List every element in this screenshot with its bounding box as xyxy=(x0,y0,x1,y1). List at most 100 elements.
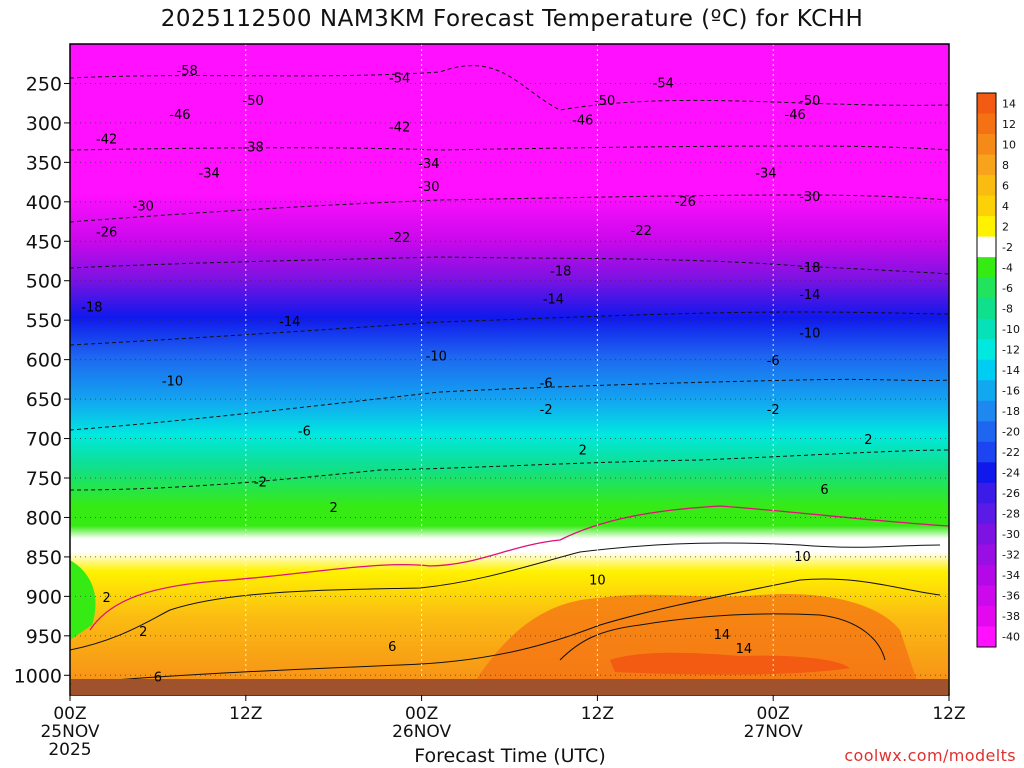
contour-label: 6 xyxy=(820,483,828,498)
colorbar-cell xyxy=(977,216,996,238)
colorbar-cell xyxy=(977,318,996,340)
x-tick-label: 00Z xyxy=(53,704,86,724)
contour-label: -34 xyxy=(199,166,220,181)
contour-label: -6 xyxy=(540,376,553,391)
colorbar-cell xyxy=(977,462,996,484)
contour-label: -46 xyxy=(785,108,806,123)
colorbar-cell xyxy=(977,503,996,525)
contour-label: 10 xyxy=(589,574,606,589)
colorbar-label: 10 xyxy=(1002,138,1016,151)
contour-label: -34 xyxy=(755,166,776,181)
cold-lobe-left xyxy=(70,560,96,640)
colorbar-frame xyxy=(976,92,997,648)
colorbar-cell xyxy=(977,277,996,299)
y-tick-label: 800 xyxy=(26,507,62,529)
colorbar-label: -30 xyxy=(1002,528,1020,541)
colorbar-label: -16 xyxy=(1002,385,1020,398)
y-tick-label: 450 xyxy=(26,231,62,253)
colorbar-cell xyxy=(977,400,996,422)
y-tick-label: 850 xyxy=(26,547,62,569)
x-axis-label: Forecast Time (UTC) xyxy=(414,745,605,767)
colorbar-label: 8 xyxy=(1002,159,1009,172)
contour-label: -18 xyxy=(799,261,820,276)
contour-label: -6 xyxy=(767,354,780,369)
x-tick-label: 12Z xyxy=(932,704,965,724)
colorbar-cell xyxy=(977,544,996,566)
colorbar-cell xyxy=(977,257,996,279)
contour-label: -18 xyxy=(81,301,102,316)
colorbar-label: -32 xyxy=(1002,549,1020,562)
colorbar-label: -10 xyxy=(1002,323,1020,336)
colorbar-label: -12 xyxy=(1002,343,1020,356)
x-tick-label: 00Z xyxy=(757,704,790,724)
y-tick-label: 650 xyxy=(26,389,62,411)
y-tick-label: 1000 xyxy=(14,665,62,687)
colorbar-label: -40 xyxy=(1002,631,1020,644)
contour-label: -14 xyxy=(279,315,300,330)
temperature-field xyxy=(70,44,949,695)
colorbar-cell xyxy=(977,93,996,115)
colorbar-label: 6 xyxy=(1002,179,1009,192)
contour-label: -30 xyxy=(799,190,820,205)
x-tick-label: 12Z xyxy=(229,704,262,724)
colorbar-cell xyxy=(977,113,996,135)
isotherm-minus-42 xyxy=(70,194,949,223)
contour-labels: -58-54 -54-50 -50 -50-46 -46 -46-42-42-38-34-… xyxy=(81,64,872,686)
contour-label: -30 xyxy=(418,180,439,195)
y-tick-label: 300 xyxy=(26,113,62,135)
x-tick-date: 27NOV xyxy=(744,722,803,742)
x-tick-label: 12Z xyxy=(581,704,614,724)
isotherm-minus-50 xyxy=(70,145,949,151)
colorbar-cell xyxy=(977,626,996,648)
contour-label: -18 xyxy=(550,264,571,279)
contour-label: 2 xyxy=(139,625,147,640)
isotherm-minus-18 xyxy=(70,378,949,431)
colorbar-label: -26 xyxy=(1002,487,1020,500)
contour-label: 14 xyxy=(714,628,731,643)
y-tick-label: 400 xyxy=(26,192,62,214)
isotherm-minus-10 xyxy=(70,449,949,491)
contour-label: 2 xyxy=(864,433,872,448)
y-tick-label: 900 xyxy=(26,586,62,608)
contour-label: -46 xyxy=(572,114,593,129)
contour-label: -14 xyxy=(799,288,820,303)
contour-label: -50 xyxy=(594,94,615,109)
isotherm-minus-26 xyxy=(70,311,949,346)
contour-label: -38 xyxy=(243,140,264,155)
colorbar-label: -6 xyxy=(1002,282,1013,295)
colorbar-label: -14 xyxy=(1002,364,1020,377)
contour-label: -2 xyxy=(767,403,780,418)
contour-label: -30 xyxy=(133,200,154,215)
colorbar-cell xyxy=(977,298,996,320)
colorbar-cell xyxy=(977,236,996,258)
colorbar-cell xyxy=(977,195,996,217)
contour-label: -2 xyxy=(540,403,553,418)
colorbar: 14 12 10 8 6 4 2 -2 -4 -6 -8 -10 -12 -14 -16 -18 -20 -22 -… xyxy=(976,92,1020,648)
colorbar-label: -22 xyxy=(1002,446,1020,459)
isotherm-minus-58 xyxy=(70,65,949,111)
contour-label: 6 xyxy=(154,671,162,686)
contour-label: -10 xyxy=(426,349,447,364)
contour-label: -50 xyxy=(799,94,820,109)
colorbar-label: -28 xyxy=(1002,508,1020,521)
y-tick-label: 950 xyxy=(26,626,62,648)
colorbar-label: -2 xyxy=(1002,241,1013,254)
colorbar-label: 14 xyxy=(1002,97,1016,110)
y-tick-label: 550 xyxy=(26,310,62,332)
chart-title: 2025112500 NAM3KM Forecast Temperature (… xyxy=(160,6,864,32)
contour-label: -2 xyxy=(254,476,267,491)
colorbar-label: -24 xyxy=(1002,467,1020,480)
contour-label: -22 xyxy=(631,224,652,239)
colorbar-label: -36 xyxy=(1002,590,1020,603)
y-tick-label: 350 xyxy=(26,152,62,174)
x-tick-date: 25NOV xyxy=(40,722,99,742)
contour-label: -10 xyxy=(799,327,820,342)
colorbar-cell xyxy=(977,482,996,504)
isotherm-plus-2 xyxy=(70,542,941,651)
contour-label: -46 xyxy=(169,108,190,123)
colorbar-label: -8 xyxy=(1002,302,1013,315)
contour-label: 14 xyxy=(736,642,753,657)
contour-label: -54 xyxy=(653,76,674,91)
